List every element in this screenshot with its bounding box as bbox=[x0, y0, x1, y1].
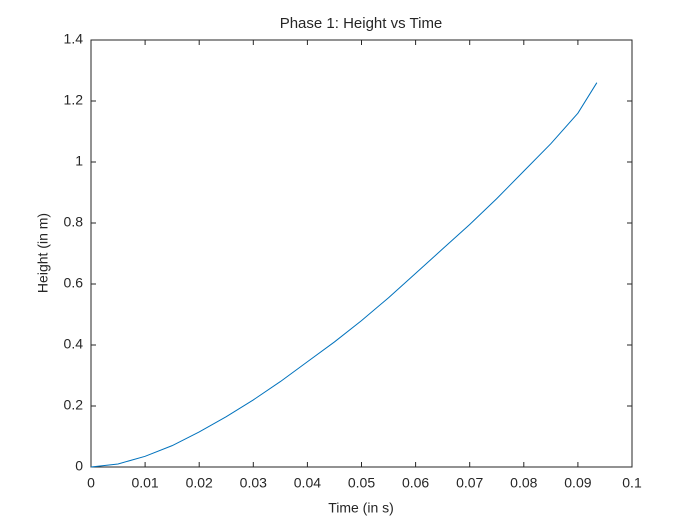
y-tick-label: 0.4 bbox=[64, 336, 84, 352]
x-tick-label: 0.07 bbox=[456, 475, 483, 491]
x-tick-label: 0.05 bbox=[348, 475, 375, 491]
x-tick-label: 0.08 bbox=[510, 475, 537, 491]
x-tick-label: 0.09 bbox=[564, 475, 591, 491]
y-tick-label: 0.2 bbox=[64, 397, 84, 413]
y-tick-label: 0 bbox=[75, 458, 83, 474]
x-tick-label: 0.04 bbox=[294, 475, 321, 491]
chart-title: Phase 1: Height vs Time bbox=[280, 15, 443, 32]
y-axis-label: Height (in m) bbox=[35, 213, 51, 293]
y-tick-label: 0.6 bbox=[64, 275, 84, 291]
y-tick-label: 1.2 bbox=[64, 92, 84, 108]
x-tick-label: 0.1 bbox=[622, 475, 642, 491]
x-tick-label: 0.03 bbox=[240, 475, 267, 491]
x-tick-label: 0 bbox=[87, 475, 95, 491]
y-tick-label: 1.4 bbox=[64, 31, 84, 47]
x-tick-label: 0.06 bbox=[402, 475, 429, 491]
data-line bbox=[90, 82, 598, 468]
y-tick-label: 1 bbox=[75, 153, 83, 169]
x-tick-label: 0.02 bbox=[186, 475, 213, 491]
x-axis-label: Time (in s) bbox=[328, 500, 394, 516]
y-tick-label: 0.8 bbox=[64, 214, 84, 230]
x-tick-label: 0.01 bbox=[131, 475, 158, 491]
